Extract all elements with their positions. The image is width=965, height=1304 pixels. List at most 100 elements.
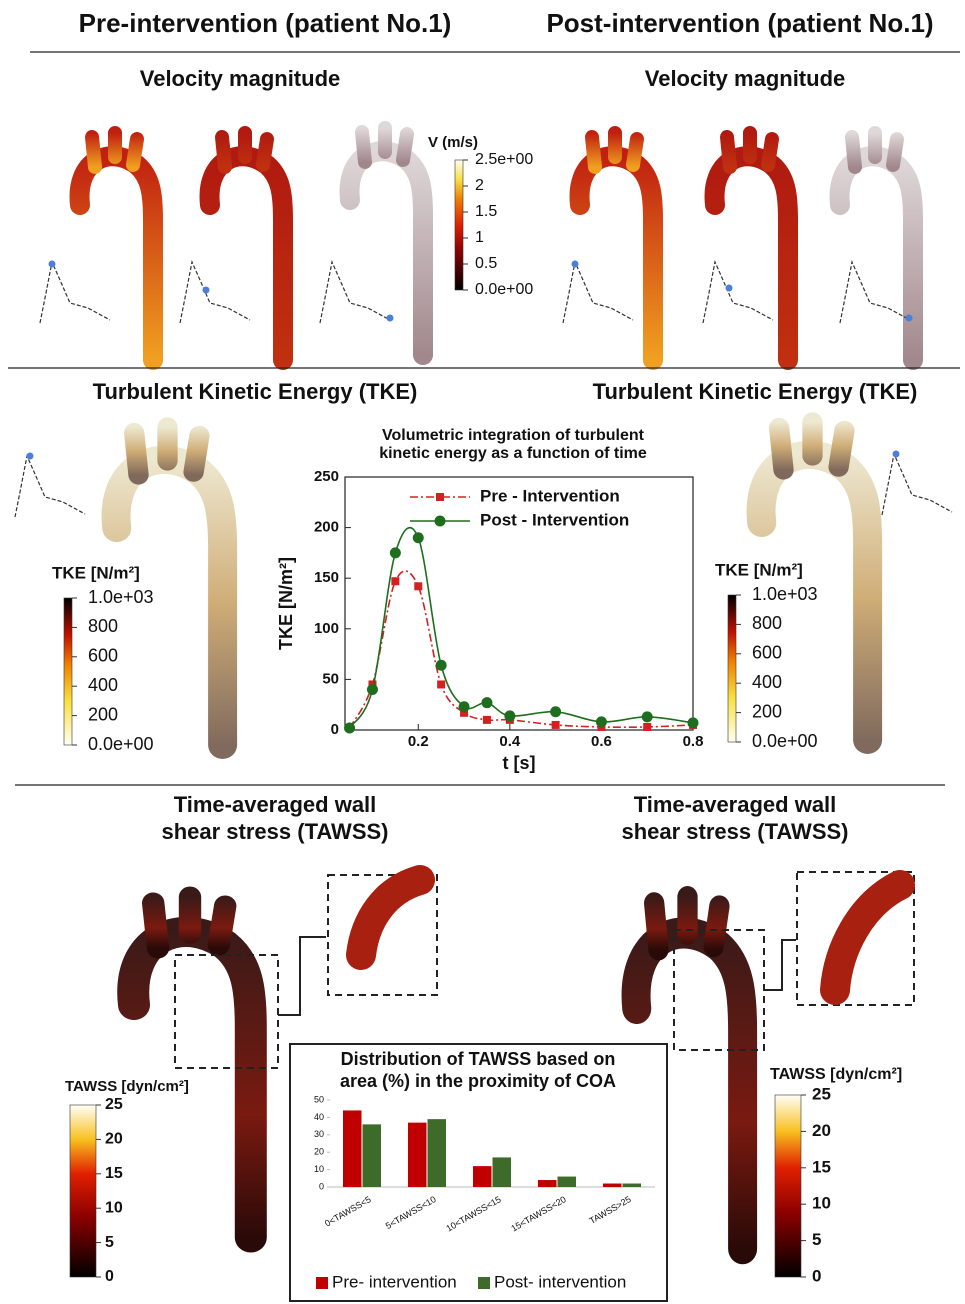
colorbar-tick-label: 10: [812, 1194, 831, 1213]
bar: [603, 1184, 622, 1187]
data-point: [642, 711, 653, 722]
colorbar-tick-label: 1.5: [475, 203, 497, 220]
colorbar-tick-label: 20: [105, 1131, 123, 1148]
data-point: [414, 582, 422, 590]
y-tick-label: 30: [314, 1129, 324, 1139]
series-line: [350, 528, 693, 728]
data-point: [552, 721, 560, 729]
colorbar-tick-label: 0.0e+00: [475, 281, 533, 298]
bar: [428, 1119, 447, 1187]
bar: [473, 1166, 492, 1187]
section-title: Time-averaged wall: [634, 792, 837, 817]
data-point: [390, 547, 401, 558]
bar: [538, 1180, 557, 1187]
chart-title: area (%) in the proximity of COA: [340, 1071, 616, 1091]
data-point: [550, 706, 561, 717]
colorbar-title: TKE [N/m²]: [52, 563, 140, 582]
y-tick-label: 100: [314, 620, 339, 637]
colorbar-tick-label: 0.0e+00: [88, 734, 154, 754]
y-tick-label: 150: [314, 569, 339, 586]
chart-title: kinetic energy as a function of time: [379, 445, 647, 462]
data-point: [459, 701, 470, 712]
section-title: Velocity magnitude: [645, 66, 846, 91]
y-tick-label: 40: [314, 1112, 324, 1122]
legend-swatch: [478, 1277, 490, 1289]
y-tick-label: 50: [314, 1094, 324, 1104]
y-tick-label: 0: [319, 1181, 324, 1191]
legend-marker: [436, 493, 444, 501]
colorbar-title: TKE [N/m²]: [715, 560, 803, 579]
y-tick-label: 20: [314, 1147, 324, 1157]
colorbar: [775, 1095, 801, 1277]
data-point: [481, 697, 492, 708]
data-point: [413, 532, 424, 543]
y-tick-label: 10: [314, 1164, 324, 1174]
colorbar-tick-label: 600: [88, 646, 118, 666]
section-title: Turbulent Kinetic Energy (TKE): [93, 379, 418, 404]
colorbar-tick-label: 200: [752, 701, 782, 721]
series-line: [350, 571, 693, 728]
colorbar-tick-label: 1: [475, 229, 484, 246]
legend-label: Pre- intervention: [332, 1272, 457, 1291]
section-title: Velocity magnitude: [140, 66, 341, 91]
colorbar-tick-label: 400: [752, 672, 782, 692]
colorbar-tick-label: 10: [105, 1199, 123, 1216]
colorbar-tick-label: 0: [812, 1266, 821, 1285]
colorbar-tick-label: 15: [812, 1157, 831, 1176]
y-axis-label: TKE [N/m²]: [276, 557, 296, 650]
legend-label: Post- intervention: [494, 1272, 626, 1291]
colorbar-title: TAWSS [dyn/cm²]: [65, 1078, 189, 1095]
colorbar-tick-label: 200: [88, 704, 118, 724]
figure: Pre-intervention (patient No.1) Post-int…: [0, 0, 965, 1304]
y-tick-label: 0: [331, 721, 339, 738]
legend-marker: [435, 516, 446, 527]
colorbar-title: TAWSS [dyn/cm²]: [770, 1066, 902, 1083]
bar: [408, 1123, 427, 1187]
data-point: [688, 717, 699, 728]
colorbar-tick-label: 15: [105, 1165, 123, 1182]
data-point: [391, 577, 399, 585]
x-tick-label: 0.2: [408, 733, 429, 750]
colorbar-tick-label: 1.0e+03: [752, 584, 818, 604]
colorbar: [728, 595, 736, 742]
section-title: Time-averaged wall: [174, 792, 377, 817]
y-tick-label: 250: [314, 468, 339, 485]
x-tick-label: 0.8: [683, 733, 704, 750]
data-point: [367, 684, 378, 695]
colorbar: [455, 160, 463, 290]
section-title: Turbulent Kinetic Energy (TKE): [593, 379, 918, 404]
colorbar-tick-label: 25: [812, 1084, 831, 1103]
data-point: [437, 680, 445, 688]
x-axis-label: t [s]: [503, 753, 536, 773]
section-title: shear stress (TAWSS): [161, 819, 388, 844]
panel-header: Pre-intervention (patient No.1): [79, 8, 452, 38]
data-point: [643, 723, 651, 731]
chart-title: Distribution of TAWSS based on: [341, 1049, 616, 1069]
colorbar-tick-label: 25: [105, 1096, 123, 1113]
data-point: [504, 710, 515, 721]
section-title: shear stress (TAWSS): [621, 819, 848, 844]
data-point: [344, 722, 355, 733]
colorbar-tick-label: 600: [752, 643, 782, 663]
y-tick-label: 200: [314, 519, 339, 536]
colorbar-tick-label: 20: [812, 1121, 831, 1140]
colorbar-tick-label: 800: [752, 613, 782, 633]
colorbar-tick-label: 0: [105, 1268, 114, 1285]
bar: [558, 1177, 577, 1187]
data-point: [483, 716, 491, 724]
colorbar: [64, 598, 72, 745]
x-tick-label: 0.4: [499, 733, 521, 750]
colorbar-tick-label: 0.0e+00: [752, 731, 818, 751]
y-tick-label: 50: [322, 670, 339, 687]
colorbar-tick-label: 0.5: [475, 255, 497, 272]
colorbar-tick-label: 800: [88, 616, 118, 636]
colorbar-tick-label: 2: [475, 177, 484, 194]
panel-header: Post-intervention (patient No.1): [546, 8, 933, 38]
chart-title: Volumetric integration of turbulent: [382, 427, 645, 444]
legend-label: Post - Intervention: [480, 510, 629, 529]
legend-label: Pre - Intervention: [480, 486, 620, 505]
colorbar-tick-label: 5: [105, 1234, 114, 1251]
colorbar-tick-label: 5: [812, 1230, 821, 1249]
data-point: [596, 716, 607, 727]
data-point: [436, 660, 447, 671]
